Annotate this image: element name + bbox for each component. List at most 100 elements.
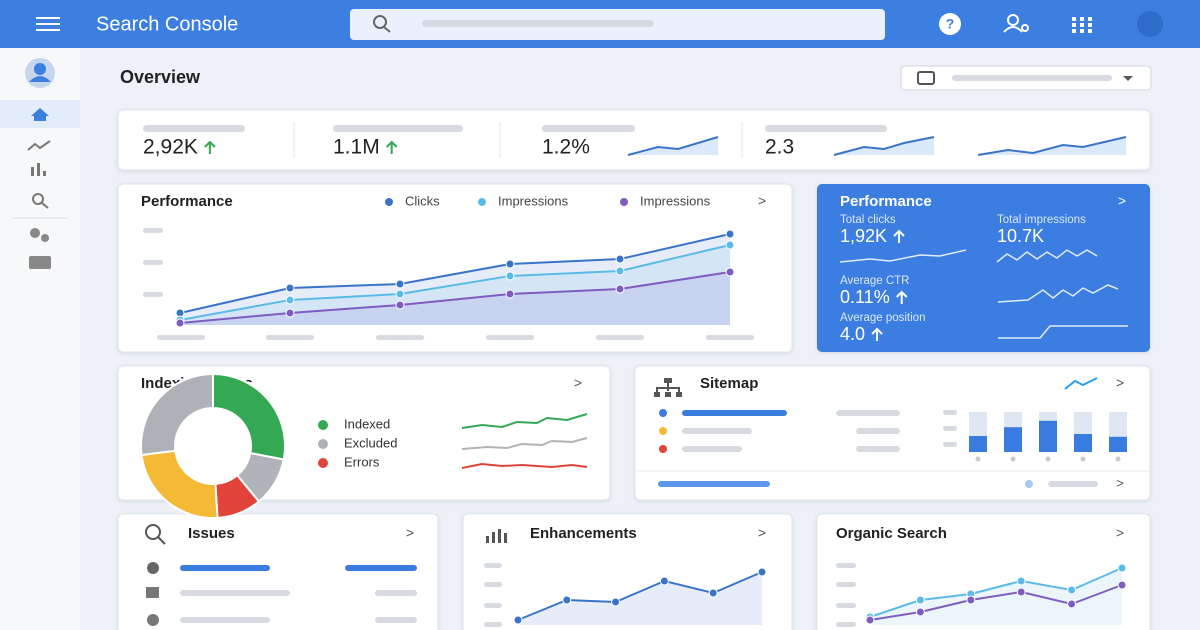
axis-placeholder <box>484 582 502 587</box>
axis-placeholder <box>266 335 314 340</box>
help-button[interactable] <box>939 13 961 35</box>
point <box>1067 585 1077 595</box>
legend-marker <box>318 458 328 468</box>
point <box>175 318 185 328</box>
legend-label: Impressions <box>640 193 711 208</box>
metric-value: 1.1M <box>333 136 380 159</box>
area <box>180 234 730 325</box>
admin-button[interactable] <box>1003 14 1029 33</box>
bar <box>1109 436 1127 452</box>
metric-value: 2.3 <box>765 136 794 159</box>
account-avatar[interactable] <box>1137 11 1163 37</box>
sidebar <box>0 0 80 630</box>
axis-placeholder <box>596 335 644 340</box>
axis-placeholder <box>157 335 205 340</box>
trend-icon <box>895 290 908 304</box>
apps-button[interactable] <box>1072 17 1092 33</box>
nav-performance[interactable] <box>27 140 51 151</box>
axis-placeholder <box>143 292 163 297</box>
card-title: Issues <box>188 525 235 542</box>
placeholder <box>143 125 245 132</box>
summary-card <box>817 184 1150 352</box>
organic-card <box>816 513 1151 630</box>
legend-label: Impressions <box>498 193 569 208</box>
point <box>915 595 925 605</box>
axis-placeholder <box>486 335 534 340</box>
nav-search[interactable] <box>32 193 44 205</box>
summary-value: 1,92K <box>840 226 887 246</box>
point <box>615 254 625 264</box>
open-arrow[interactable]: > <box>1116 525 1124 541</box>
metric-value: 2,92K <box>143 136 198 159</box>
point <box>725 229 735 239</box>
axis-dot <box>975 456 981 462</box>
summary-value: 4.0 <box>840 324 865 344</box>
open-arrow[interactable]: > <box>406 525 414 541</box>
point <box>725 240 735 250</box>
axis-placeholder <box>836 603 856 608</box>
open-arrow[interactable]: > <box>1118 193 1126 209</box>
point <box>285 308 295 318</box>
issues-card <box>117 513 439 630</box>
axis-placeholder <box>484 603 502 608</box>
search-placeholder <box>422 20 654 27</box>
placeholder <box>333 125 463 132</box>
open-arrow[interactable]: > <box>574 375 582 391</box>
card-title: Performance <box>840 193 932 210</box>
nav-tools[interactable] <box>29 256 51 269</box>
point <box>915 607 925 617</box>
bar <box>1074 434 1092 452</box>
point <box>285 283 295 293</box>
open-arrow[interactable]: > <box>1116 375 1124 391</box>
nav-settings[interactable] <box>30 228 49 242</box>
card-title: Sitemap <box>700 375 758 392</box>
summary-label: Average position <box>840 312 925 324</box>
line <box>179 233 731 314</box>
point <box>659 576 669 586</box>
line <box>869 584 1123 621</box>
open-arrow[interactable]: > <box>758 193 766 209</box>
point <box>615 266 625 276</box>
open-arrow[interactable]: > <box>758 525 766 541</box>
trend-icon <box>893 229 905 243</box>
point <box>505 289 515 299</box>
point <box>725 267 735 277</box>
axis-placeholder <box>143 260 163 265</box>
trend-icon <box>204 140 216 154</box>
point <box>757 567 767 577</box>
point <box>865 615 875 625</box>
line <box>869 567 1123 618</box>
point <box>1117 580 1127 590</box>
line <box>179 244 731 321</box>
point <box>615 284 625 294</box>
trend-icon <box>385 140 398 154</box>
line <box>179 271 731 324</box>
nav-reports[interactable] <box>31 163 46 176</box>
axis-dot <box>1115 456 1121 462</box>
axis-placeholder <box>836 622 856 627</box>
point <box>966 595 976 605</box>
legend-marker <box>620 198 628 206</box>
performance-card <box>117 183 793 353</box>
donut-segment <box>140 372 214 457</box>
menu-button[interactable] <box>36 17 60 31</box>
bar <box>969 436 987 452</box>
legend-label: Indexed <box>344 416 390 431</box>
legend-label: Excluded <box>344 435 397 450</box>
axis-placeholder <box>484 563 502 568</box>
axis-placeholder <box>143 228 163 233</box>
summary-value: 10.7K <box>997 226 1044 246</box>
summary-label: Total clicks <box>840 214 896 226</box>
metrics-card <box>117 109 1151 171</box>
point <box>1016 587 1026 597</box>
area <box>518 572 762 625</box>
legend-marker <box>318 420 328 430</box>
point <box>505 259 515 269</box>
point <box>1117 563 1127 573</box>
axis-dot <box>1045 456 1051 462</box>
svg-text:>: > <box>1116 475 1124 490</box>
enhancements-card <box>462 513 793 630</box>
metric-value: 1.2% <box>542 136 590 159</box>
